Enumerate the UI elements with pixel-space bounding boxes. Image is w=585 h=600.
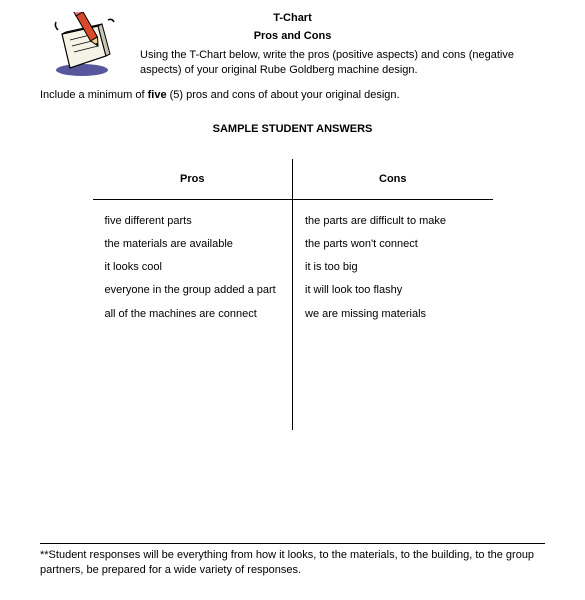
cons-column: the parts are difficult to make the part… [293, 200, 493, 430]
pros-header: Pros [93, 159, 294, 199]
list-item: it looks cool [105, 260, 281, 274]
pros-column: five different parts the materials are a… [93, 200, 294, 430]
list-item: we are missing materials [305, 307, 481, 321]
t-chart-header-row: Pros Cons [93, 159, 493, 200]
header-block: T-Chart Pros and Cons Using the T-Chart … [40, 12, 545, 78]
list-item: the parts are difficult to make [305, 214, 481, 228]
t-chart: Pros Cons five different parts the mater… [93, 159, 493, 430]
list-item: the parts won't connect [305, 237, 481, 251]
t-chart-body: five different parts the materials are a… [93, 200, 493, 430]
cons-header: Cons [293, 159, 493, 199]
intro-text: Using the T-Chart below, write the pros … [140, 48, 535, 78]
include-bold: five [148, 89, 167, 101]
include-line: Include a minimum of five (5) pros and c… [40, 88, 545, 103]
list-item: everyone in the group added a part [105, 283, 281, 297]
sample-answers-header: SAMPLE STUDENT ANSWERS [40, 123, 545, 135]
list-item: the materials are available [105, 237, 281, 251]
list-item: it is too big [305, 260, 481, 274]
include-post: (5) pros and cons of about your original… [167, 89, 400, 101]
footer-note: **Student responses will be everything f… [40, 543, 545, 578]
list-item: all of the machines are connect [105, 307, 281, 321]
pencil-note-icon [50, 12, 120, 82]
list-item: it will look too flashy [305, 283, 481, 297]
include-pre: Include a minimum of [40, 89, 148, 101]
list-item: five different parts [105, 214, 281, 228]
